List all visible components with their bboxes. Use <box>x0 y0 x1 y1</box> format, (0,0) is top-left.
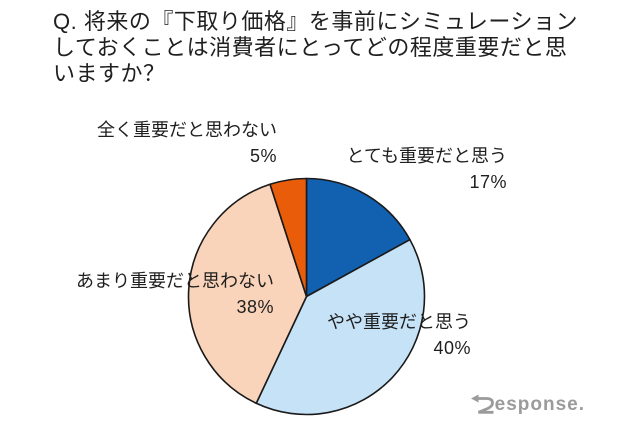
pie-slice-1 <box>255 238 426 416</box>
pie-slice-0 <box>305 177 411 298</box>
pie-label-percent: 38% <box>236 297 274 317</box>
pie-label-percent: 17% <box>469 172 507 192</box>
pie-label-text: やや重要だと思う <box>327 312 471 332</box>
pie-label-not-very-important: あまり重要だと思わない 38% <box>76 268 274 320</box>
pie-label-somewhat-important: やや重要だと思う 40% <box>327 309 471 361</box>
title-line-3: いますか？ <box>53 61 166 86</box>
response-watermark: esponse. <box>470 394 585 415</box>
title-line-2: しておくことは消費者にとってどの程度重要だと思 <box>53 35 568 60</box>
pie-slice-2 <box>187 183 308 405</box>
pie-label-text: 全く重要だと思わない <box>97 120 277 140</box>
pie-label-text: あまり重要だと思わない <box>76 271 274 291</box>
pie-label-percent: 5% <box>249 146 277 166</box>
pie-label-text: とても重要だと思う <box>346 146 507 166</box>
pie-label-not-important-at-all: 全く重要だと思わない 5% <box>97 117 277 169</box>
pie-slice-3 <box>269 177 308 298</box>
watermark-text: esponse. <box>494 394 585 415</box>
title-line-1: Q. 将来の『下取り価格』を事前にシミュレーション <box>53 9 578 34</box>
pie-label-very-important: とても重要だと思う 17% <box>346 143 507 195</box>
pie-label-percent: 40% <box>433 338 471 358</box>
pie-chart <box>187 177 426 416</box>
chart-question-title: Q. 将来の『下取り価格』を事前にシミュレーション しておくことは消費者にとって… <box>53 9 578 87</box>
response-logo-r-icon <box>470 394 494 414</box>
